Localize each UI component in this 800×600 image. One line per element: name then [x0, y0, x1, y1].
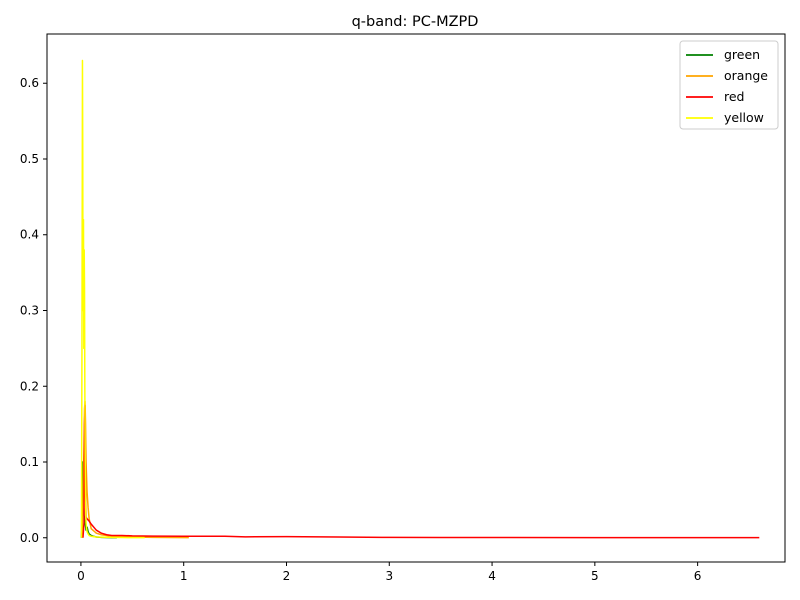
- x-tick-label: 6: [694, 569, 702, 583]
- y-tick-label: 0.0: [20, 531, 39, 545]
- y-tick-label: 0.2: [20, 379, 39, 393]
- series-line-orange: [81, 400, 189, 539]
- series-line-red: [82, 404, 760, 539]
- x-tick-label: 3: [385, 569, 393, 583]
- chart-title: q-band: PC-MZPD: [352, 14, 479, 30]
- x-tick-label: 1: [180, 569, 188, 583]
- legend: green orange red yellow: [679, 40, 779, 130]
- legend-label-yellow: yellow: [724, 110, 764, 125]
- plot-frame: [46, 33, 786, 563]
- y-tick-label: 0.1: [20, 455, 39, 469]
- y-tick-label: 0.5: [20, 152, 39, 166]
- y-tick-label: 0.4: [20, 228, 39, 242]
- x-axis: 0 1 2 3 4 5 6: [77, 562, 701, 583]
- legend-label-red: red: [724, 89, 745, 104]
- x-tick-label: 5: [591, 569, 599, 583]
- x-tick-label: 2: [283, 569, 291, 583]
- legend-label-green: green: [724, 47, 760, 62]
- x-tick-label: 4: [488, 569, 496, 583]
- legend-label-orange: orange: [724, 68, 768, 83]
- series-layer: [80, 59, 760, 539]
- legend-box: [679, 40, 779, 130]
- y-tick-label: 0.3: [20, 303, 39, 317]
- y-axis: 0.0 0.1 0.2 0.3 0.4 0.5 0.6: [20, 76, 47, 545]
- y-tick-label: 0.6: [20, 76, 39, 90]
- x-tick-label: 0: [77, 569, 85, 583]
- series-line-yellow: [80, 59, 145, 539]
